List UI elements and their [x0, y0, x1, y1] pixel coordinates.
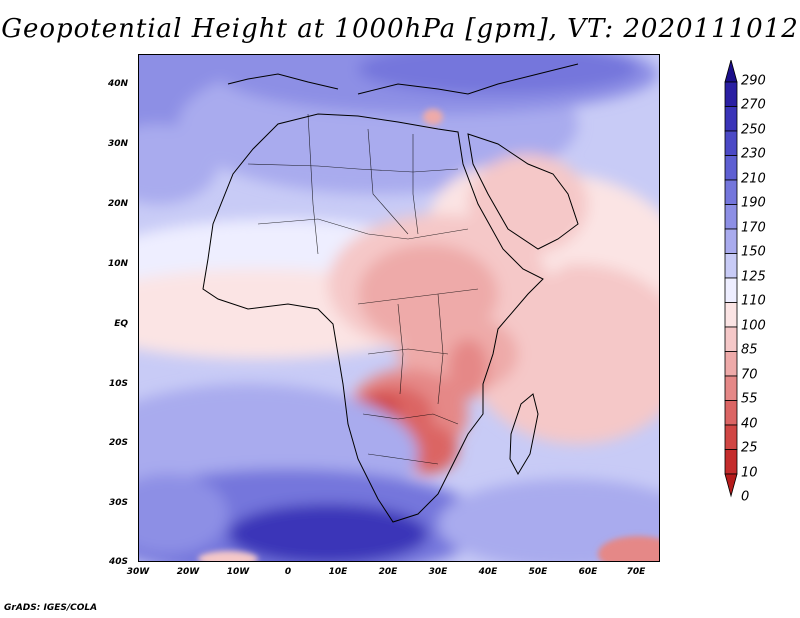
lon-label: 20E: [378, 567, 398, 577]
lon-label: 10W: [226, 567, 250, 577]
colorbar-box: [724, 204, 738, 230]
colorbar-label: 55: [741, 391, 758, 407]
lat-label: 10S: [108, 379, 128, 389]
geopotential-field: [138, 54, 660, 562]
colorbar-label: 190: [741, 195, 766, 211]
colorbar-box: [724, 302, 738, 328]
colorbar-label: 125: [741, 269, 766, 284]
colorbar-min-triangle: [724, 473, 738, 498]
lat-label: EQ: [114, 319, 128, 329]
colorbar-box: [724, 277, 738, 303]
colorbar-box: [724, 81, 738, 107]
lat-label: 40N: [107, 79, 128, 89]
map-panel: [138, 54, 660, 562]
colorbar: [724, 60, 738, 498]
lon-label: 50E: [528, 567, 548, 577]
lon-label: 40E: [478, 567, 498, 577]
lat-label: 40S: [108, 557, 128, 567]
lon-label: 20W: [176, 567, 200, 577]
lon-label: 70E: [626, 567, 646, 577]
lat-label: 30N: [107, 139, 128, 149]
lat-label: 20N: [107, 199, 128, 209]
colorbar-label: 290: [741, 73, 766, 88]
lat-label: 10N: [107, 259, 128, 269]
lon-label: 0: [284, 567, 292, 577]
lon-label: 30W: [126, 567, 150, 577]
colorbar-label: 100: [741, 318, 766, 333]
colorbar-box: [724, 155, 738, 181]
map-title: Geopotential Height at 1000hPa [gpm], VT…: [1, 14, 799, 44]
colorbar-box: [724, 400, 738, 426]
lon-label: 10E: [328, 567, 348, 577]
colorbar-label: 25: [741, 440, 758, 456]
footer-credit: GrADS: IGES/COLA: [4, 603, 98, 613]
colorbar-label: 85: [741, 342, 758, 358]
colorbar-box: [724, 375, 738, 401]
colorbar-box: [724, 326, 738, 352]
lon-label: 60E: [578, 567, 598, 577]
colorbar-label: 110: [741, 293, 766, 309]
colorbar-box: [724, 179, 738, 205]
colorbar-label: 10: [741, 465, 758, 480]
lat-label: 20S: [108, 438, 128, 448]
colorbar-box: [724, 424, 738, 450]
colorbar-label: 40: [741, 416, 758, 431]
colorbar-box: [724, 130, 738, 156]
colorbar-box: [724, 351, 738, 377]
colorbar-box: [724, 253, 738, 279]
colorbar-label: 170: [741, 220, 766, 235]
colorbar-label: 250: [741, 122, 766, 137]
colorbar-box: [724, 449, 738, 475]
colorbar-box: [724, 228, 738, 254]
colorbar-label: 0: [741, 489, 750, 505]
lat-label: 30S: [108, 498, 128, 508]
colorbar-label: 230: [741, 146, 766, 162]
colorbar-box: [724, 106, 738, 132]
colorbar-label: 150: [741, 244, 766, 260]
lon-label: 30E: [428, 567, 448, 577]
colorbar-label: 70: [741, 367, 758, 382]
colorbar-label: 210: [741, 171, 766, 186]
colorbar-label: 270: [741, 97, 766, 113]
colorbar-max-triangle: [724, 60, 738, 83]
